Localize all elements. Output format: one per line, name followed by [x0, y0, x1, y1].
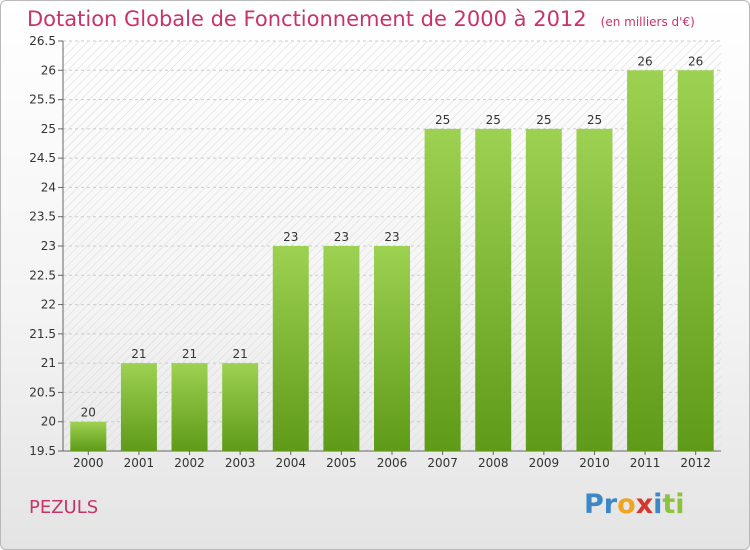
commune-name: PEZULS — [29, 497, 99, 518]
logo-letter: r — [603, 489, 618, 520]
data-label: 25 — [486, 113, 501, 127]
x-tick-label: 2004 — [275, 456, 306, 470]
y-tick-label: 26 — [41, 63, 56, 77]
x-tick-label: 2010 — [579, 456, 610, 470]
bar — [272, 246, 309, 451]
x-tick-label: 2011 — [630, 456, 661, 470]
x-tick-label: 2012 — [680, 456, 711, 470]
y-tick-label: 20 — [41, 415, 56, 429]
y-tick-label: 19.5 — [29, 444, 56, 458]
bars — [70, 70, 714, 452]
logo-letter: i — [653, 489, 663, 520]
x-tick-label: 2005 — [326, 456, 357, 470]
bar — [424, 128, 461, 451]
bar — [627, 70, 664, 452]
bar — [677, 70, 714, 452]
x-tick-label: 2006 — [377, 456, 408, 470]
logo-letter: t — [662, 489, 676, 520]
data-label: 23 — [283, 230, 298, 244]
chart-title: Dotation Globale de Fonctionnement de 20… — [27, 7, 695, 31]
bar — [70, 421, 107, 451]
bar — [171, 363, 208, 451]
y-tick-label: 20.5 — [29, 385, 56, 399]
y-tick-label: 21 — [41, 356, 56, 370]
data-label: 26 — [688, 54, 703, 68]
x-tick-label: 2003 — [225, 456, 256, 470]
bar — [374, 246, 410, 451]
data-label: 21 — [131, 347, 146, 361]
data-label: 21 — [182, 347, 197, 361]
y-tick-label: 23.5 — [29, 210, 56, 224]
y-tick-label: 25.5 — [29, 93, 56, 107]
data-label: 25 — [435, 113, 450, 127]
data-label: 26 — [637, 54, 652, 68]
logo-letter: x — [635, 489, 654, 520]
x-tick-label: 2002 — [174, 456, 205, 470]
data-label: 20 — [81, 406, 96, 420]
x-tick-label: 2009 — [529, 456, 560, 470]
data-label: 25 — [587, 113, 602, 127]
labels: 19.5 20 20.5 21 21.5 22 22.5 23 23.5 24 24.5 25 25.5… — [29, 34, 711, 470]
logo-letter: P — [584, 489, 604, 520]
x-tick-label: 2008 — [478, 456, 509, 470]
bar — [222, 363, 259, 451]
logo-letter: i — [675, 489, 685, 520]
logo-letter: o — [617, 489, 636, 520]
data-label: 23 — [334, 230, 349, 244]
x-tick-label: 2000 — [73, 456, 104, 470]
y-tick-label: 22.5 — [29, 268, 56, 282]
y-tick-label: 26.5 — [29, 34, 56, 48]
bar — [323, 246, 360, 451]
title-unit: (en milliers d'€) — [600, 15, 695, 29]
bar — [120, 363, 157, 451]
y-tick-label: 25 — [41, 122, 56, 136]
bar — [475, 128, 512, 451]
bar — [576, 128, 613, 451]
proxiti-logo: Proxiti — [584, 489, 685, 520]
y-tick-label: 22 — [41, 298, 56, 312]
y-tick-label: 23 — [41, 239, 56, 253]
x-tick-label: 2001 — [124, 456, 155, 470]
x-tick-label: 2007 — [427, 456, 458, 470]
y-tick-label: 21.5 — [29, 327, 56, 341]
data-label: 25 — [536, 113, 551, 127]
data-label: 21 — [233, 347, 248, 361]
y-tick-label: 24.5 — [29, 151, 56, 165]
y-tick-label: 24 — [41, 180, 56, 194]
title-text: Dotation Globale de Fonctionnement de 20… — [27, 7, 587, 31]
bar — [525, 128, 562, 451]
data-label: 23 — [384, 230, 399, 244]
